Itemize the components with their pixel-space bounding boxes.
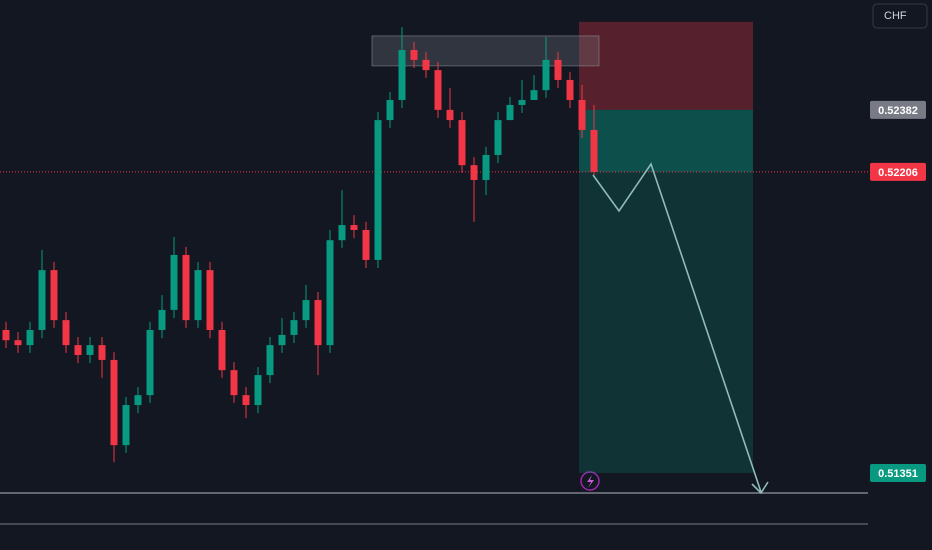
candle-body bbox=[146, 329, 154, 396]
price-tag-label: 0.51351 bbox=[878, 468, 918, 480]
candle-body bbox=[194, 270, 202, 321]
candle-body bbox=[554, 59, 562, 80]
target-progress bbox=[579, 109, 753, 172]
candle-body bbox=[506, 104, 514, 121]
candle-body bbox=[302, 300, 310, 321]
event-bolt bbox=[587, 475, 594, 488]
projection-arrowhead bbox=[751, 481, 769, 495]
candle-body bbox=[278, 334, 286, 346]
candle-body bbox=[434, 70, 442, 110]
event-icon[interactable] bbox=[580, 471, 600, 491]
candle-body bbox=[398, 50, 406, 101]
currency-label: CHF bbox=[884, 10, 907, 22]
price-tag bbox=[870, 463, 926, 482]
candle-body bbox=[170, 254, 178, 310]
currency-button[interactable] bbox=[872, 3, 928, 29]
candle-body bbox=[494, 120, 502, 155]
candle-body bbox=[206, 270, 214, 330]
candle-body bbox=[74, 345, 82, 356]
candle-body bbox=[158, 309, 166, 330]
price-tag-label: 0.52206 bbox=[878, 167, 918, 179]
candle-body bbox=[338, 225, 346, 241]
candle-body bbox=[218, 329, 226, 371]
candle-body bbox=[458, 120, 466, 166]
projection-path bbox=[592, 162, 762, 493]
candle-body bbox=[110, 359, 118, 446]
candle-body bbox=[182, 254, 190, 321]
candle-body bbox=[254, 375, 262, 406]
candle-body bbox=[482, 154, 490, 180]
candle-body bbox=[290, 320, 298, 335]
candle-body bbox=[2, 329, 10, 341]
candle-body bbox=[242, 395, 250, 406]
candle-body bbox=[134, 395, 142, 406]
candle-body bbox=[590, 129, 598, 172]
candle-body bbox=[386, 100, 394, 121]
resistance-zone bbox=[371, 35, 600, 67]
candle-body bbox=[26, 329, 34, 346]
stop-zone bbox=[579, 21, 753, 110]
candle-body bbox=[14, 340, 22, 346]
candle-body bbox=[38, 270, 46, 330]
candle-body bbox=[470, 165, 478, 180]
candle-body bbox=[266, 345, 274, 376]
candle-body bbox=[230, 370, 238, 396]
candle-body bbox=[62, 320, 70, 346]
candle-body bbox=[86, 345, 94, 356]
price-tag bbox=[870, 162, 926, 181]
candle-body bbox=[578, 100, 586, 130]
candle-body bbox=[446, 109, 454, 121]
candle-body bbox=[542, 59, 550, 91]
candle-body bbox=[314, 300, 322, 346]
candle-body bbox=[422, 59, 430, 71]
candle-body bbox=[326, 240, 334, 346]
candle-body bbox=[566, 79, 574, 101]
price-tag-label: 0.52382 bbox=[878, 105, 918, 117]
candle-body bbox=[122, 405, 130, 446]
price-tag bbox=[870, 100, 926, 119]
candle-body bbox=[98, 345, 106, 360]
candle-body bbox=[410, 50, 418, 60]
candle-body bbox=[518, 100, 526, 105]
candle-body bbox=[50, 270, 58, 321]
candle-body bbox=[530, 90, 538, 101]
target-zone bbox=[579, 109, 753, 473]
candle-body bbox=[374, 120, 382, 260]
candle-body bbox=[362, 229, 370, 260]
candle-body bbox=[350, 225, 358, 230]
